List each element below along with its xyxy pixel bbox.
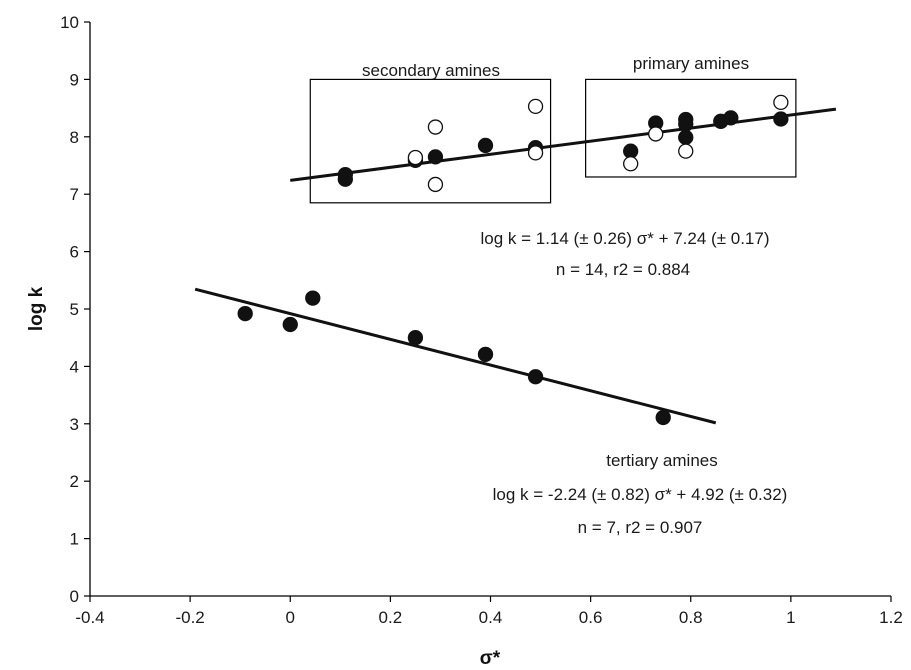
x-tick-label: 0.4 xyxy=(479,608,503,627)
data-point-open xyxy=(427,176,444,193)
x-axis-title: σ* xyxy=(480,648,501,669)
y-tick-label: 8 xyxy=(70,128,79,147)
regression-line xyxy=(194,287,717,425)
upper-fit-equation: log k = 1.14 (± 0.26) σ* + 7.24 (± 0.17) xyxy=(480,229,769,248)
data-point-open xyxy=(427,119,444,135)
y-tick-label: 4 xyxy=(70,357,79,376)
y-tick-label: 9 xyxy=(70,70,79,89)
data-point-open xyxy=(678,143,694,159)
x-tick-label: 0 xyxy=(286,608,295,627)
data-point-open xyxy=(407,149,424,166)
data-point-filled xyxy=(678,116,694,132)
data-point-filled xyxy=(305,290,321,306)
data-point-filled xyxy=(427,149,444,165)
data-point-filled xyxy=(623,143,639,159)
lower-fit-equation: log k = -2.24 (± 0.82) σ* + 4.92 (± 0.32… xyxy=(493,485,788,504)
x-tick-label: 1 xyxy=(786,608,795,627)
y-tick-label: 0 xyxy=(70,587,79,606)
data-point-open xyxy=(527,145,544,161)
data-point-filled xyxy=(337,171,353,187)
data-point-filled xyxy=(655,409,671,426)
group-box xyxy=(585,78,797,178)
data-point-filled xyxy=(477,346,494,362)
lower-fit-stats: n = 7, r2 = 0.907 xyxy=(578,518,703,537)
x-tick-label: 0.2 xyxy=(379,608,403,627)
y-axis-title: log k xyxy=(26,286,47,331)
y-tick-label: 6 xyxy=(70,243,79,262)
data-point-filled xyxy=(407,330,424,346)
y-tick-label: 3 xyxy=(70,415,79,434)
y-tick-label: 1 xyxy=(70,530,79,549)
data-point-filled xyxy=(477,137,494,154)
primary-amines-label: primary amines xyxy=(633,54,749,73)
x-tick-label: 0.6 xyxy=(579,608,603,627)
y-tick-label: 7 xyxy=(70,185,79,204)
data-point-filled xyxy=(773,111,789,127)
group-box xyxy=(309,78,552,204)
y-tick-label: 2 xyxy=(70,472,79,491)
x-tick-label: 0.8 xyxy=(679,608,703,627)
data-point-open xyxy=(648,126,664,142)
data-point-filled xyxy=(527,369,544,385)
regression-line xyxy=(290,107,837,182)
x-tick-label: -0.2 xyxy=(175,608,204,627)
data-point-open xyxy=(623,156,639,172)
data-point-filled xyxy=(237,305,253,322)
x-tick-label: 1.2 xyxy=(879,608,903,627)
data-point-filled xyxy=(678,129,694,146)
tertiary-amines-label: tertiary amines xyxy=(606,451,717,470)
data-point-filled xyxy=(723,110,739,126)
data-point-filled xyxy=(282,316,298,333)
x-tick-label: -0.4 xyxy=(75,608,104,627)
upper-fit-stats: n = 14, r2 = 0.884 xyxy=(556,260,690,279)
data-point-open xyxy=(527,98,544,115)
data-point-open xyxy=(773,94,789,111)
y-tick-label: 10 xyxy=(60,13,79,32)
y-tick-label: 5 xyxy=(70,300,79,319)
secondary-amines-label: secondary amines xyxy=(362,61,500,80)
